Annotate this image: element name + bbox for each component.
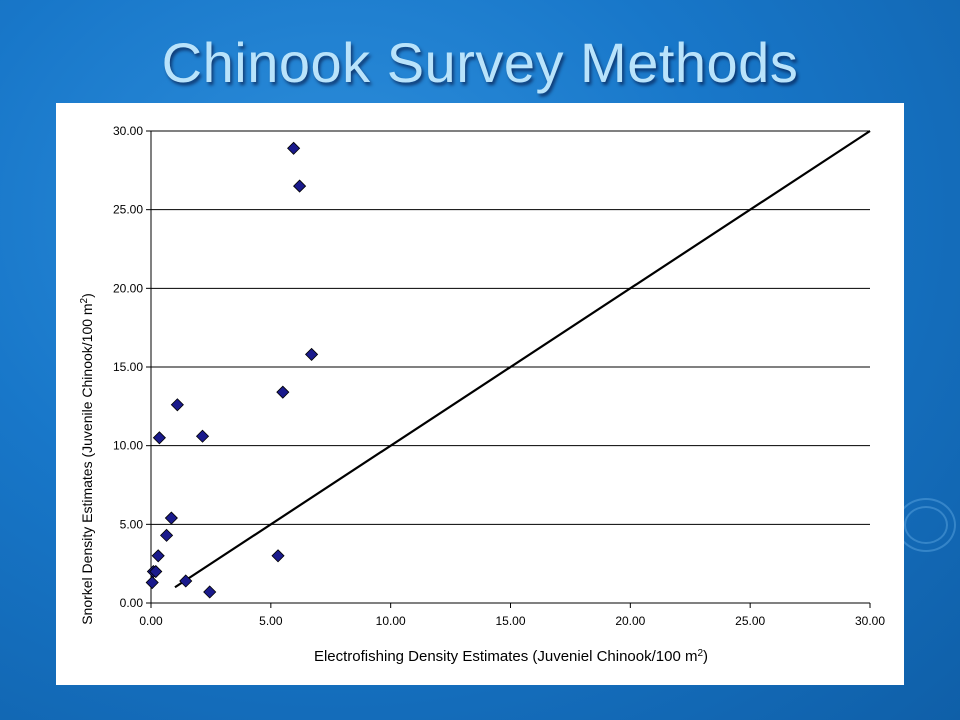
y-tick-labels: 0.00 5.00 10.00 15.00 20.00 25.00 30.00 (113, 124, 143, 610)
y-tick-label: 15.00 (113, 360, 143, 374)
data-points (145, 141, 319, 599)
y-axis-label-end: ) (79, 293, 95, 298)
y-tick-label: 30.00 (113, 124, 143, 138)
data-point (305, 347, 319, 361)
reference-line-group (174, 130, 871, 589)
data-point (149, 564, 163, 579)
x-tick-label: 15.00 (495, 614, 525, 628)
x-tick-label: 30.00 (855, 614, 885, 628)
axes (146, 130, 871, 608)
data-point (152, 431, 166, 445)
x-tick-label: 5.00 (259, 614, 283, 628)
data-point (195, 429, 210, 443)
y-axis-label-main: Snorkel Density Estimates (Juvenile Chin… (79, 303, 95, 624)
reference-line (174, 130, 871, 589)
x-tick-labels: 0.00 5.00 10.00 15.00 20.00 25.00 30.00 (139, 614, 885, 628)
x-axis-label-superscript: 2 (697, 648, 703, 659)
gridlines (151, 130, 870, 525)
x-axis-label: Electrofishing Density Estimates (Juveni… (314, 648, 708, 666)
scatter-chart: 0.00 5.00 10.00 15.00 20.00 25.00 30.00 0.00 5.… (79, 124, 886, 666)
data-point (276, 385, 290, 399)
data-point (151, 549, 165, 563)
y-tick-label: 0.00 (120, 596, 144, 610)
data-point (271, 549, 285, 563)
y-axis-label: Snorkel Density Estimates (Juvenile Chin… (79, 293, 96, 625)
y-tick-label: 5.00 (120, 517, 144, 531)
data-point (170, 398, 184, 412)
x-tick-label: 0.00 (139, 614, 163, 628)
x-tick-label: 10.00 (376, 614, 406, 628)
y-tick-label: 25.00 (113, 203, 143, 217)
x-axis-label-main: Electrofishing Density Estimates (Juveni… (314, 648, 698, 665)
x-tick-label: 25.00 (735, 614, 765, 628)
x-axis-label-end: ) (703, 648, 708, 665)
x-tick-label: 20.00 (615, 614, 645, 628)
y-tick-label: 10.00 (113, 439, 143, 453)
data-point (287, 141, 301, 155)
slide-title: Chinook Survey Methods (161, 31, 799, 94)
data-point (203, 585, 217, 599)
data-point (160, 528, 174, 542)
background-ripple-decoration (896, 498, 956, 552)
data-point (179, 574, 193, 588)
data-point (145, 575, 159, 590)
data-point (164, 511, 178, 525)
data-point (293, 179, 307, 193)
y-tick-label: 20.00 (113, 281, 143, 295)
chart-panel: 0.00 5.00 10.00 15.00 20.00 25.00 30.00 0.00 5.… (56, 103, 904, 685)
y-axis-label-superscript: 2 (79, 297, 90, 303)
